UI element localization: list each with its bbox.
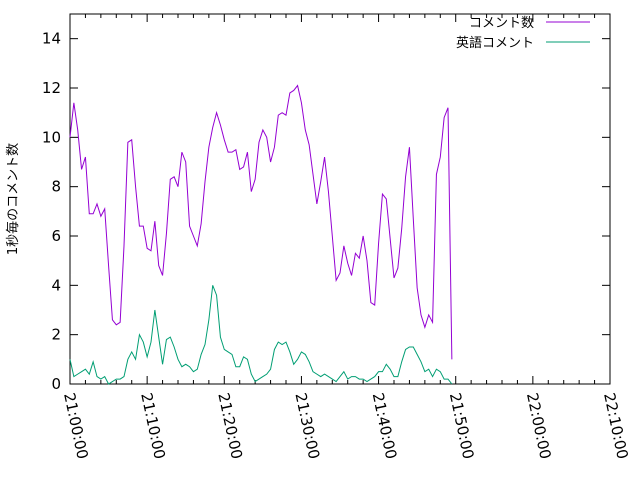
x-tick-label: 21:20:00 (214, 391, 246, 461)
y-tick-label: 4 (51, 276, 61, 294)
legend-label: コメント数 (469, 16, 534, 31)
series-line-1 (69, 84, 453, 360)
x-tick-label: 22:00:00 (523, 391, 555, 461)
y-tick-label: 8 (51, 178, 61, 196)
x-axis-ticks: 21:00:00 21:10:00 21:20:00 21:30:00 21:40:00… (60, 14, 632, 461)
x-tick-label: 21:40:00 (369, 391, 401, 461)
x-tick-label: 22:10:00 (600, 391, 632, 461)
y-tick-label: 0 (51, 375, 61, 393)
x-tick-label: 21:10:00 (137, 391, 169, 461)
plot-frame (69, 13, 611, 385)
series-layer (69, 84, 453, 385)
series-line-2 (69, 285, 453, 385)
y-tick-label: 14 (42, 30, 61, 48)
x-tick-label: 21:50:00 (446, 391, 478, 461)
y-axis-ticks: 0 2 4 6 8 10 12 14 (42, 30, 610, 393)
y-axis-label: 1秒毎のコメント数 (5, 143, 21, 255)
legend-label: 英語コメント (456, 35, 534, 51)
y-tick-label: 12 (42, 79, 61, 97)
x-tick-label: 21:00:00 (60, 391, 92, 461)
x-tick-label: 21:30:00 (292, 391, 324, 461)
y-tick-label: 6 (51, 227, 61, 245)
y-tick-label: 10 (42, 128, 61, 146)
y-tick-label: 2 (51, 326, 61, 344)
